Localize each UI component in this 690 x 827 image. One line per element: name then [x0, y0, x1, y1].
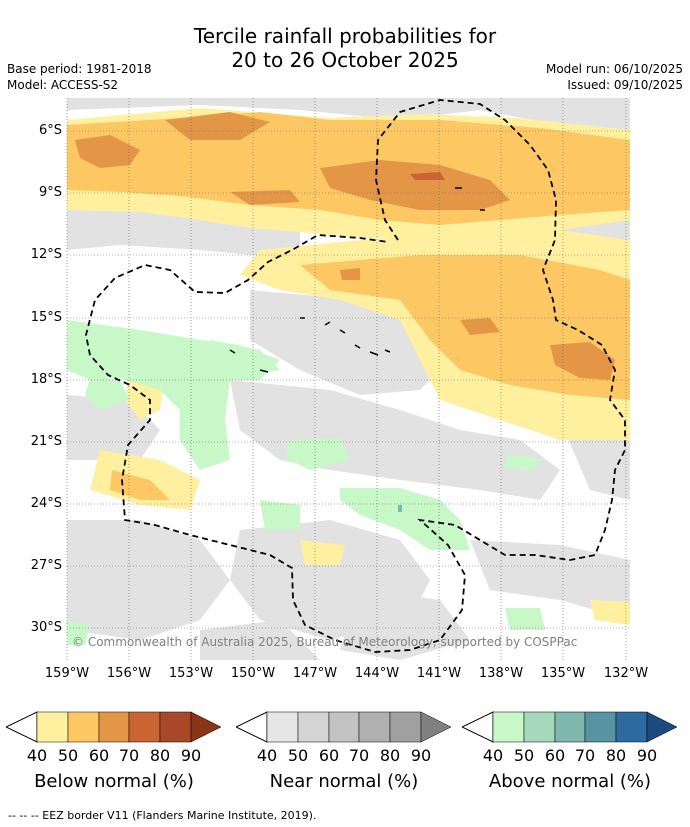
eez-border — [85, 99, 626, 653]
y-tick-12s: 12°S — [30, 247, 62, 262]
model-run: Model run: 06/10/2025 — [545, 62, 683, 76]
x-tick-144w: 144°W — [354, 666, 400, 681]
swatch-near-90 — [420, 711, 452, 743]
graticule — [66, 98, 630, 660]
colorbar-near — [236, 711, 452, 743]
swatch-near-40 — [266, 711, 299, 743]
y-tick-18s: 18°S — [30, 372, 62, 387]
base-period: Base period: 1981-2018 — [7, 62, 152, 76]
swatch-near-50 — [297, 711, 330, 743]
swatch-near-70 — [358, 711, 391, 743]
colorbar-below-label: Below normal (%) — [34, 771, 194, 792]
cb-near-tick-40: 40 — [256, 746, 278, 765]
swatch-above-90 — [646, 711, 678, 743]
y-tick-9s: 9°S — [38, 185, 62, 200]
x-tick-150w: 150°W — [230, 666, 276, 681]
x-tick-141w: 141°W — [416, 666, 462, 681]
swatch-above-40 — [492, 711, 525, 743]
swatch-above-50 — [523, 711, 556, 743]
x-tick-159w: 159°W — [44, 666, 90, 681]
swatch-above-70 — [584, 711, 617, 743]
cb-above-tick-70: 70 — [574, 746, 596, 765]
model-name: Model: ACCESS-S2 — [7, 78, 119, 92]
swatch-above-80 — [615, 711, 648, 743]
cb-below-tick-70: 70 — [118, 746, 140, 765]
cb-near-tick-60: 60 — [318, 746, 340, 765]
cb-near-tick-90: 90 — [410, 746, 432, 765]
cb-near-tick-50: 50 — [287, 746, 309, 765]
colorbar-above-label: Above normal (%) — [488, 771, 652, 792]
x-tick-156w: 156°W — [106, 666, 152, 681]
eez-footnote: -- -- -- EEZ border V11 (Flanders Marine… — [8, 809, 317, 822]
y-tick-27s: 27°S — [30, 558, 62, 573]
cb-above-tick-90: 90 — [636, 746, 658, 765]
y-tick-6s: 6°S — [38, 123, 62, 138]
x-tick-135w: 135°W — [540, 666, 586, 681]
cb-above-tick-50: 50 — [513, 746, 535, 765]
swatch-near-80 — [389, 711, 422, 743]
cb-above-tick-40: 40 — [482, 746, 504, 765]
map-fill — [67, 98, 630, 660]
cb-below-tick-60: 60 — [88, 746, 110, 765]
cb-below-tick-40: 40 — [26, 746, 48, 765]
cb-below-tick-80: 80 — [149, 746, 171, 765]
cb-below-tick-90: 90 — [180, 746, 202, 765]
swatch-below-90 — [190, 711, 222, 743]
colorbar-near-label: Near normal (%) — [269, 771, 419, 792]
swatch-below-60 — [98, 711, 130, 743]
cb-near-tick-70: 70 — [348, 746, 370, 765]
y-tick-30s: 30°S — [30, 620, 62, 635]
swatch-below-40 — [36, 711, 69, 743]
title-line-1: Tercile rainfall probabilities for — [193, 24, 497, 48]
cb-near-tick-80: 80 — [379, 746, 401, 765]
swatch-below-50 — [67, 711, 100, 743]
cb-above-tick-60: 60 — [544, 746, 566, 765]
x-tick-132w: 132°W — [603, 666, 649, 681]
issued-date: Issued: 09/10/2025 — [567, 78, 683, 92]
y-tick-15s: 15°S — [30, 310, 62, 325]
cb-above-tick-80: 80 — [605, 746, 627, 765]
x-tick-138w: 138°W — [478, 666, 524, 681]
colorbar-below — [6, 711, 222, 743]
copyright-notice: © Commonwealth of Australia 2025, Bureau… — [72, 635, 577, 649]
swatch-below-80 — [159, 711, 192, 743]
title-line-2: 20 to 26 October 2025 — [231, 48, 459, 72]
colorbar-above — [462, 711, 678, 743]
swatch-above-60 — [554, 711, 586, 743]
y-tick-24s: 24°S — [30, 496, 62, 511]
y-tick-21s: 21°S — [30, 434, 62, 449]
cb-below-tick-50: 50 — [57, 746, 79, 765]
swatch-below-70 — [128, 711, 161, 743]
x-tick-147w: 147°W — [292, 666, 338, 681]
x-tick-153w: 153°W — [168, 666, 214, 681]
swatch-near-60 — [328, 711, 360, 743]
